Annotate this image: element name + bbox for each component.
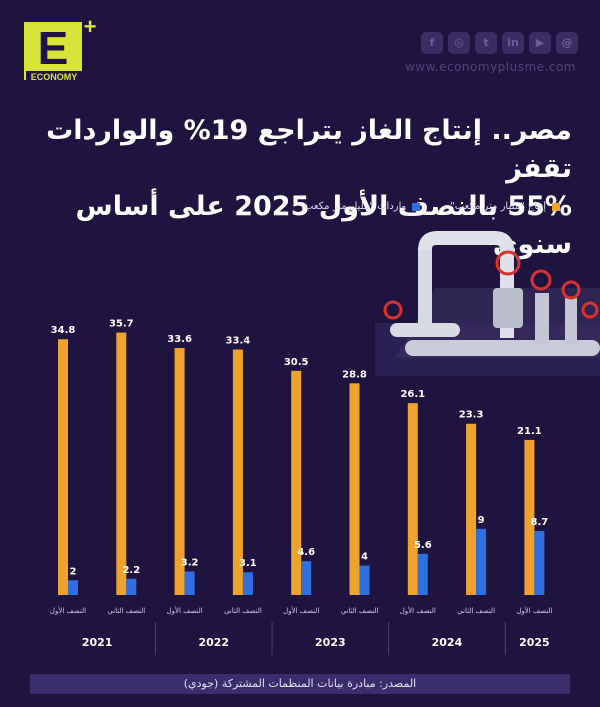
legend-label-imports: واردات "مليار متر مكعب" bbox=[299, 201, 407, 212]
data-label-production: 35.7 bbox=[109, 319, 134, 330]
bar-production bbox=[466, 423, 477, 595]
website-url[interactable]: www.economyplusme.com bbox=[404, 60, 576, 74]
bar-imports bbox=[242, 572, 253, 595]
tick-label-half: النصف الأول bbox=[50, 606, 86, 615]
bar-production bbox=[174, 348, 185, 595]
tick-label-half: النصف الثاني bbox=[107, 607, 145, 615]
data-label-imports: 4 bbox=[361, 552, 368, 563]
year-label: 2023 bbox=[315, 636, 346, 649]
bar-imports bbox=[68, 580, 78, 595]
social-icons: f ◎ t in ▶ @ bbox=[421, 32, 578, 54]
data-label-imports: 5.6 bbox=[414, 540, 432, 551]
bar-production bbox=[407, 403, 418, 595]
legend-label-production: إنتاج "مليار متر مكعب" bbox=[450, 201, 546, 212]
data-label-production: 34.8 bbox=[51, 325, 76, 336]
twitter-icon[interactable]: t bbox=[475, 32, 497, 54]
data-label-production: 23.3 bbox=[459, 410, 484, 421]
data-label-production: 30.5 bbox=[284, 357, 309, 368]
source-note: المصدر: مبادرة بيانات المنظمات المشتركة … bbox=[30, 674, 570, 694]
data-label-imports: 3.1 bbox=[239, 558, 257, 569]
bar-production bbox=[291, 370, 302, 595]
bar-production bbox=[58, 339, 68, 595]
instagram-icon[interactable]: ◎ bbox=[448, 32, 470, 54]
chart-legend: إنتاج "مليار متر مكعب" واردات "مليار متر… bbox=[299, 201, 560, 212]
tick-label-half: النصف الأول bbox=[167, 606, 203, 615]
bar-production bbox=[232, 349, 243, 595]
data-label-imports: 8.7 bbox=[531, 517, 549, 528]
data-label-imports: 9 bbox=[478, 515, 485, 526]
data-label-production: 33.6 bbox=[167, 334, 192, 345]
year-label: 2022 bbox=[198, 636, 229, 649]
tick-label-half: النصف الأول bbox=[516, 606, 552, 615]
bar-imports bbox=[184, 571, 195, 595]
svg-text:+: + bbox=[84, 18, 97, 39]
legend-swatch-production bbox=[552, 202, 560, 211]
data-label-production: 33.4 bbox=[226, 336, 251, 347]
threads-icon[interactable]: @ bbox=[556, 32, 578, 54]
tick-label-half: النصف الأول bbox=[283, 606, 319, 615]
tick-label-half: النصف الثاني bbox=[341, 607, 379, 615]
gas-pipes-illustration bbox=[375, 231, 600, 376]
bar-production bbox=[524, 439, 535, 595]
bar-imports bbox=[126, 578, 137, 595]
legend-item-production: إنتاج "مليار متر مكعب" bbox=[450, 201, 560, 212]
data-label-production: 21.1 bbox=[517, 426, 542, 437]
linkedin-icon[interactable]: in bbox=[502, 32, 524, 54]
bar-production bbox=[349, 383, 360, 595]
bar-production bbox=[116, 332, 127, 595]
bar-imports bbox=[476, 528, 487, 595]
legend-item-imports: واردات "مليار متر مكعب" bbox=[299, 201, 421, 212]
legend-swatch-imports bbox=[412, 202, 421, 211]
svg-text:ECONOMY: ECONOMY bbox=[31, 72, 78, 82]
tick-label-half: النصف الأول bbox=[400, 606, 436, 615]
bar-imports bbox=[301, 561, 312, 595]
data-label-imports: 3.2 bbox=[181, 557, 199, 568]
svg-text:E: E bbox=[38, 22, 69, 74]
data-label-production: 26.1 bbox=[400, 389, 425, 400]
bar-imports bbox=[534, 531, 545, 595]
bar-imports bbox=[417, 553, 428, 595]
data-label-production: 28.8 bbox=[342, 369, 367, 380]
bar-imports bbox=[359, 565, 370, 595]
year-label: 2025 bbox=[519, 636, 550, 649]
data-label-imports: 2 bbox=[70, 566, 77, 577]
youtube-icon[interactable]: ▶ bbox=[529, 32, 551, 54]
year-label: 2024 bbox=[432, 636, 463, 649]
tick-label-half: النصف الثاني bbox=[224, 607, 262, 615]
data-label-imports: 4.6 bbox=[297, 547, 315, 558]
year-label: 2021 bbox=[82, 636, 113, 649]
data-label-imports: 2.2 bbox=[122, 565, 140, 576]
economy-logo: E + ECONOMY bbox=[24, 18, 97, 82]
title-line-1: مصر.. إنتاج الغاز يتراجع 19% والواردات ت… bbox=[46, 115, 572, 184]
facebook-icon[interactable]: f bbox=[421, 32, 443, 54]
tick-label-half: النصف الثاني bbox=[457, 607, 495, 615]
